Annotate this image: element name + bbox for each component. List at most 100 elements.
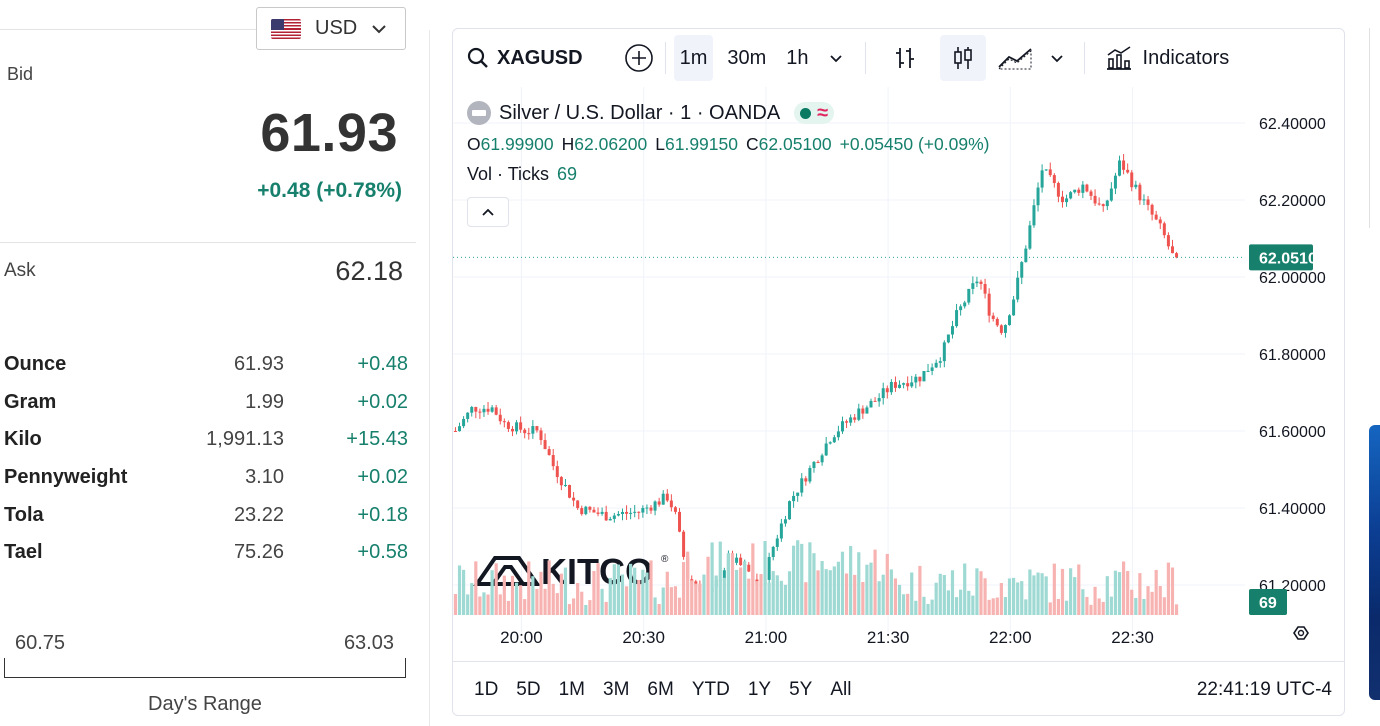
unit-name: Gram	[4, 390, 57, 413]
compare-symbol-button[interactable]	[621, 33, 657, 83]
collapse-legend-button[interactable]	[467, 197, 509, 227]
volume-bar	[849, 546, 853, 615]
candle-body	[979, 281, 983, 284]
chevron-down-icon	[372, 24, 386, 33]
candle-body	[983, 283, 987, 294]
volume-bar	[555, 593, 559, 615]
unit-value: 23.22	[233, 503, 284, 526]
range-5d[interactable]: 5D	[516, 678, 541, 700]
volume-bar	[1044, 576, 1048, 615]
candle-body	[1008, 315, 1012, 326]
volume-bar	[775, 575, 779, 615]
candle-body	[1040, 170, 1044, 188]
volume-bar	[486, 594, 490, 615]
range-1d[interactable]: 1D	[474, 678, 499, 700]
volume-bar	[1007, 578, 1012, 615]
volume-bar	[747, 578, 751, 615]
candle-body	[592, 509, 596, 513]
candle-body	[995, 318, 999, 326]
candle-body	[775, 538, 779, 547]
interval-30m[interactable]: 30m	[727, 46, 767, 69]
volume-bar	[1117, 572, 1122, 615]
volume-bar	[1142, 598, 1146, 615]
volume-bar	[787, 571, 792, 615]
bar-chart-type-button[interactable]	[882, 35, 928, 81]
candle-body	[1024, 248, 1028, 263]
volume-bar	[710, 542, 714, 615]
range-5y[interactable]: 5Y	[789, 678, 813, 700]
volume-bar	[1064, 600, 1069, 615]
volume-bar	[539, 571, 543, 615]
divider	[1369, 28, 1370, 228]
interval-1h[interactable]: 1h	[786, 46, 809, 69]
area-chart-type-button[interactable]	[992, 35, 1038, 81]
volume-bar	[861, 581, 865, 615]
price-chart[interactable]: KITCO®62.4000062.2000062.0000061.8000061…	[453, 87, 1345, 661]
symbol-search[interactable]: XAGUSD	[467, 33, 583, 83]
candle-body	[999, 325, 1003, 333]
currency-selector[interactable]: USD	[256, 7, 406, 50]
candle-body	[506, 422, 510, 429]
range-6m[interactable]: 6M	[647, 678, 674, 700]
unit-value: 3.10	[245, 466, 284, 489]
candle-body	[898, 384, 902, 388]
unit-change: +15.43	[346, 428, 408, 451]
unit-change: +0.58	[357, 541, 408, 564]
candle-body	[682, 531, 686, 557]
interval-menu-button[interactable]	[821, 33, 851, 83]
candle-body	[1118, 160, 1122, 176]
candle-body	[820, 455, 824, 463]
candle-body	[653, 501, 657, 511]
range-1y[interactable]: 1Y	[747, 678, 772, 700]
volume-bar	[1036, 572, 1040, 615]
candle-body	[1089, 191, 1093, 196]
side-banner-image	[1369, 425, 1380, 700]
indicators-button[interactable]: Indicators	[1099, 33, 1236, 83]
candle-body	[1122, 160, 1126, 170]
candles-chart-type-button[interactable]	[939, 35, 986, 81]
chart-type-menu-button[interactable]	[1042, 33, 1072, 83]
settings-icon[interactable]	[1293, 626, 1309, 640]
day-range-bar	[4, 658, 406, 678]
volume-bar	[804, 582, 808, 615]
unit-change: +0.02	[357, 390, 408, 413]
range-1m[interactable]: 1M	[558, 678, 585, 700]
volume-legend: Vol · Ticks 69	[467, 161, 989, 187]
candle-body	[1170, 246, 1174, 254]
volume-bar	[677, 597, 682, 615]
volume-bar	[457, 565, 462, 615]
candle-body	[1101, 204, 1105, 207]
day-range-low: 60.75	[15, 632, 66, 654]
volume-bar	[816, 570, 820, 615]
candle-body	[950, 326, 954, 335]
candle-body	[1048, 169, 1052, 176]
volume-bar	[1028, 569, 1032, 615]
quote-panel: USD Bid 61.93 +0.48 (+0.78%) Ask 62.18 O…	[0, 0, 430, 726]
candle-body	[1166, 235, 1170, 247]
chart-clock[interactable]: 22:41:19 UTC-4	[1196, 678, 1332, 700]
volume-bar	[637, 580, 641, 615]
candle-body	[869, 400, 873, 408]
symbol-name: XAGUSD	[497, 46, 583, 69]
volume-bar	[1150, 591, 1154, 615]
volume-bar	[865, 564, 869, 615]
candle-body	[600, 511, 604, 514]
volume-bar	[881, 574, 885, 615]
candle-body	[470, 407, 474, 413]
area-chart-icon	[997, 48, 1032, 70]
candle-body	[625, 511, 629, 514]
volume-bar	[763, 541, 767, 615]
market-status-badge[interactable]: ≈	[794, 102, 835, 124]
candle-body	[1032, 205, 1036, 226]
volume-bar	[853, 574, 857, 615]
candle-body	[955, 310, 959, 327]
interval-1m[interactable]: 1m	[673, 35, 714, 81]
volume-bar	[494, 563, 498, 615]
volume-bar	[730, 553, 735, 615]
candle-body	[1175, 253, 1179, 258]
volume-bar	[527, 561, 531, 615]
volume-bar	[1154, 569, 1158, 615]
range-3m[interactable]: 3M	[603, 678, 630, 700]
range-all[interactable]: All	[830, 678, 852, 700]
range-ytd[interactable]: YTD	[691, 678, 730, 700]
